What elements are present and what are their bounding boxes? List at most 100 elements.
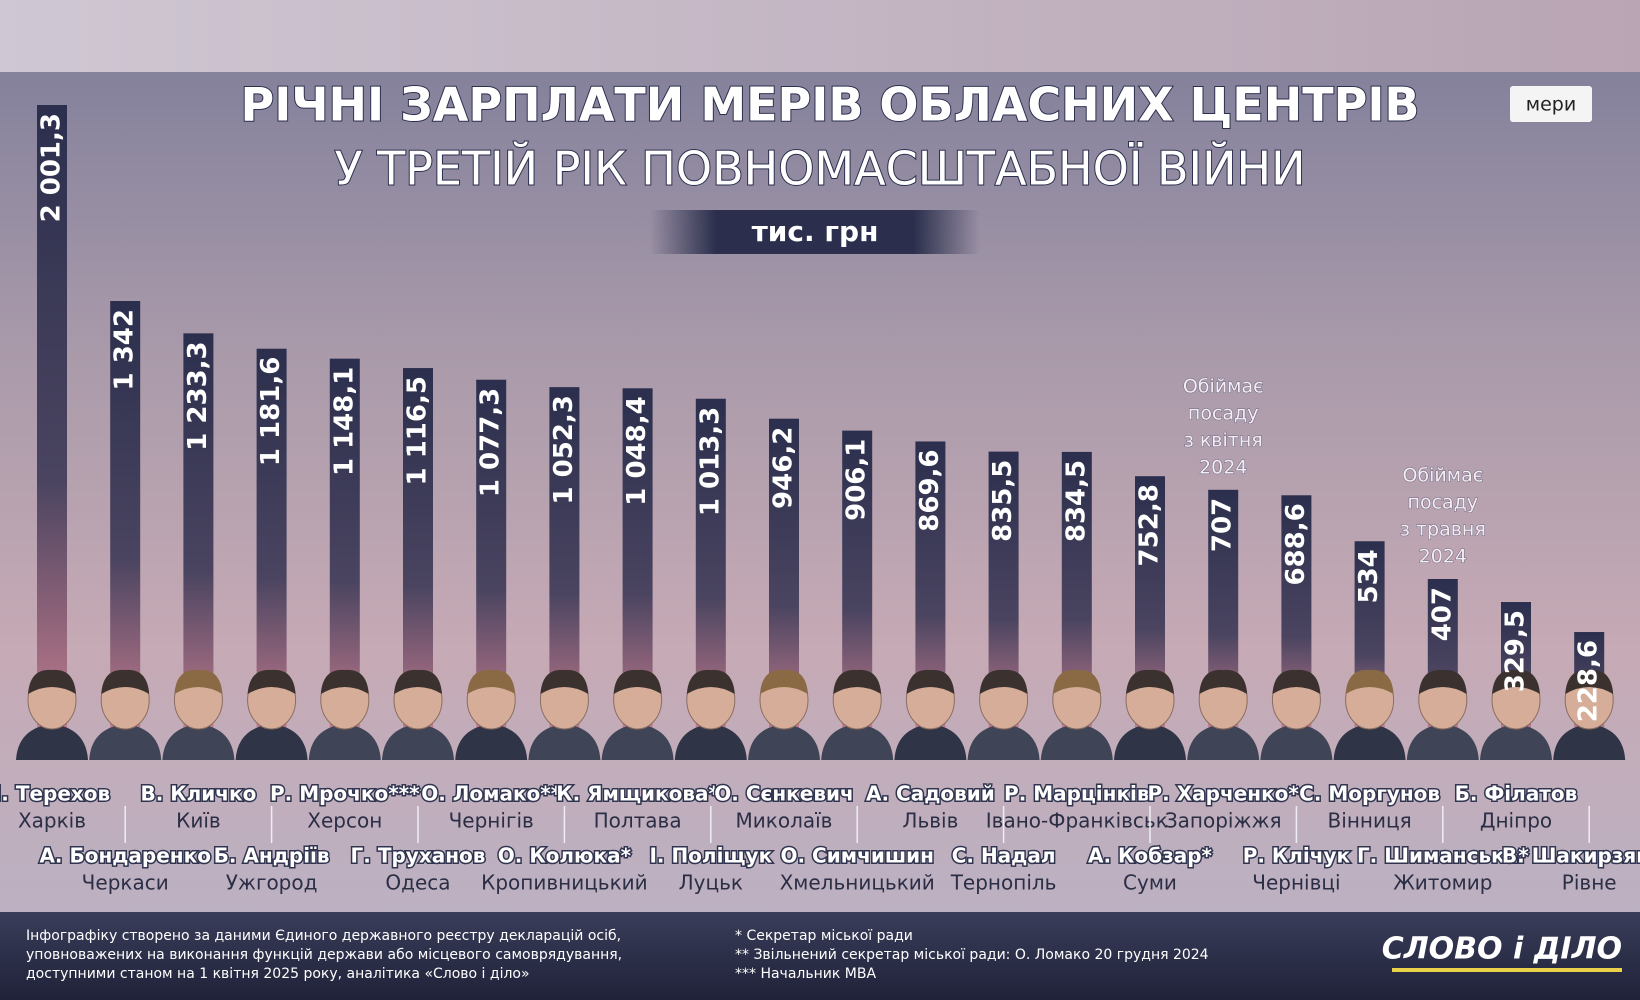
source-note: Інфографіку створено за даними Єдиного д… (26, 928, 621, 944)
value-label: 329,5 (1501, 610, 1531, 692)
portrait-body (162, 724, 235, 760)
city-name: Одеса (385, 871, 450, 895)
portrait-hair (1418, 669, 1467, 694)
portrait-body (1406, 724, 1479, 760)
annotation: 2024 (1199, 456, 1247, 478)
portrait-hair (320, 669, 369, 694)
mayor-name: С. Моргунов (1299, 782, 1440, 806)
tag-button[interactable] (1510, 86, 1592, 122)
logo: СЛОВО і ДІЛО (1382, 932, 1622, 967)
portrait-body (382, 724, 454, 760)
portrait-body (455, 724, 528, 760)
portrait-body (1260, 724, 1333, 760)
value-label: 2 001,3 (37, 113, 67, 222)
value-label: 1 013,3 (695, 407, 725, 516)
mayor-name: Р. Мрочко*** (270, 782, 420, 806)
annotation: Обіймає (1183, 375, 1264, 397)
portrait-body (528, 724, 601, 760)
chart-subtitle: У ТРЕТІЙ РІК ПОВНОМАСШТАБНОЇ ВІЙНИ (334, 142, 1305, 196)
city-name: Кропивницький (481, 871, 648, 895)
portrait-body (235, 724, 308, 760)
portrait-body (894, 724, 967, 760)
portrait-body (1480, 724, 1552, 760)
city-name: Харків (18, 809, 86, 833)
value-label: 707 (1208, 498, 1238, 552)
labels: 2 001,3 І. Терехов Харків 1 342 А. Бондаренк… (0, 113, 1640, 895)
portrait-body (1553, 724, 1626, 760)
footer-text: Інфографіку створено за даними Єдиного д… (26, 928, 1622, 982)
value-label: 688,6 (1281, 503, 1311, 585)
footer (0, 912, 1640, 1000)
portrait-body (674, 724, 747, 760)
portrait-body (1187, 724, 1260, 760)
value-label: 1 233,3 (183, 341, 213, 450)
portrait-hair (906, 669, 955, 694)
city-name: Ужгород (226, 871, 318, 895)
mayor-name: Р. Харченко* (1148, 782, 1300, 806)
value-label: 1 342 (110, 309, 140, 390)
portrait-body (967, 724, 1040, 760)
mayor-name: К. Ямщикова* (556, 782, 719, 806)
portraits (16, 669, 1626, 760)
value-label: 1 077,3 (476, 388, 506, 497)
value-label: 835,5 (988, 460, 1018, 542)
annotation: з травня (1400, 518, 1486, 540)
city-name: Черкаси (82, 871, 169, 895)
mayor-name: А. Садовий (866, 782, 995, 806)
city-name: Полтава (594, 809, 682, 833)
portrait-hair (1052, 669, 1101, 694)
tag-button-label[interactable]: мери (1526, 94, 1576, 116)
portrait-hair (1492, 669, 1540, 694)
value-label: 228,6 (1574, 640, 1604, 722)
bar (110, 301, 141, 730)
mayor-name: Р. Клічук (1243, 844, 1351, 868)
city-name: Суми (1123, 871, 1177, 895)
portrait-hair (1126, 669, 1174, 694)
top-band (0, 0, 1640, 72)
chart-title: РІЧНІ ЗАРПЛАТИ МЕРІВ ОБЛАСНИХ ЦЕНТРІВ (241, 78, 1420, 132)
value-label: 534 (1354, 549, 1384, 603)
mayor-name: Р. Марцінків (1004, 782, 1150, 806)
bar (37, 105, 67, 730)
annotation: посаду (1188, 402, 1259, 424)
portrait-hair (101, 669, 150, 694)
city-name: Запоріжжя (1165, 809, 1282, 833)
mayor-name: О. Сєнкевич (714, 782, 853, 806)
mayor-name: Б. Андріїв (214, 844, 330, 868)
portrait-hair (686, 669, 735, 694)
portrait-hair (467, 669, 516, 694)
logo-underline (1392, 968, 1622, 972)
city-name: Рівне (1562, 871, 1617, 895)
bar (256, 348, 287, 730)
portrait-hair (247, 669, 296, 694)
value-label: 869,6 (915, 449, 945, 531)
value-label: 752,8 (1135, 484, 1165, 566)
mayor-name: Б. Філатов (1455, 782, 1578, 806)
portrait-body (1333, 724, 1406, 760)
portrait-hair (613, 669, 662, 694)
unit-label: тис. грн (752, 215, 879, 248)
portrait-hair (979, 669, 1028, 694)
bar (183, 333, 214, 730)
value-label: 834,5 (1061, 460, 1091, 542)
city-name: Тернопіль (950, 871, 1057, 895)
mayor-name: О. Ломако** (421, 782, 562, 806)
portrait-hair (1565, 669, 1614, 694)
source-note: уповноважених на виконання функцій держа… (26, 947, 622, 963)
value-label: 407 (1427, 587, 1457, 641)
city-name: Миколаїв (736, 809, 833, 833)
portrait-body (821, 724, 894, 760)
city-name: Київ (176, 809, 221, 833)
footnote: * Секретар міської ради (735, 928, 913, 944)
mayor-name: А. Бондаренко (39, 844, 211, 868)
portrait-body (748, 724, 820, 760)
city-name: Хмельницький (780, 871, 935, 895)
portrait-hair (28, 669, 76, 694)
annotation: Обіймає (1402, 464, 1483, 486)
portrait-hair (1345, 669, 1394, 694)
mayor-name: А. Кобзар* (1088, 844, 1213, 868)
portrait-body (1040, 724, 1113, 760)
mayor-name: О. Колюка* (498, 844, 632, 868)
portrait-body (1114, 724, 1186, 760)
